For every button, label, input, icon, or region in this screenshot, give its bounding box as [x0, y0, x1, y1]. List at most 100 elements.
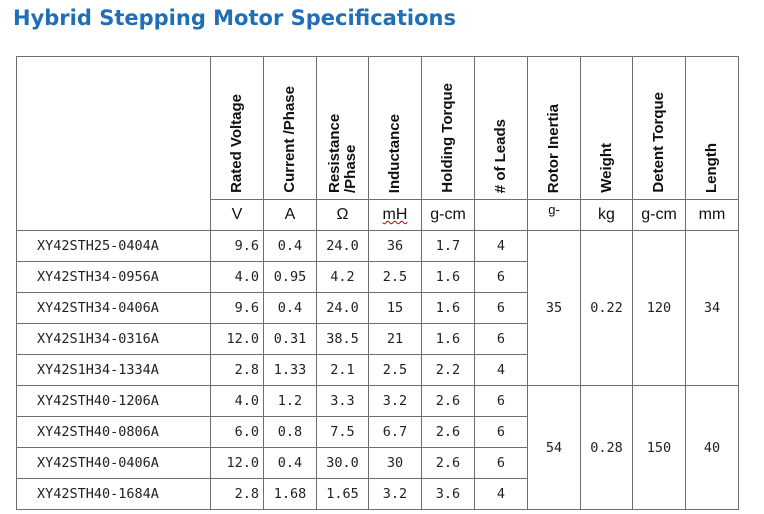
- model-cell: XY42STH40-0806A: [16, 416, 211, 448]
- page-title: Hybrid Stepping Motor Specifications: [13, 6, 456, 30]
- header-length: Length: [685, 56, 739, 200]
- header-holding-torque: Holding Torque: [421, 56, 475, 200]
- spec-table: Rated Voltage Current /Phase Resistance …: [16, 56, 739, 510]
- unit-cell: [474, 199, 528, 231]
- current-cell: 0.31: [263, 323, 317, 355]
- leads-cell: 4: [474, 478, 528, 510]
- header-rotor-inertia: Rotor Inertia: [527, 56, 581, 200]
- model-cell: XY42STH34-0956A: [16, 261, 211, 293]
- leads-cell: 6: [474, 416, 528, 448]
- torque-cell: 2.6: [421, 385, 475, 417]
- table-row: XY42S1H34-0316A 12.0 0.31 38.5 21 1.6 6: [16, 323, 739, 355]
- resistance-cell: 38.5: [316, 323, 369, 355]
- rotor-inertia-cell: 35: [527, 230, 581, 386]
- voltage-cell: 12.0: [210, 447, 264, 479]
- leads-cell: 6: [474, 292, 528, 324]
- unit-cell: V: [210, 199, 264, 231]
- resistance-cell: 2.1: [316, 354, 369, 386]
- voltage-cell: 4.0: [210, 261, 264, 293]
- table-row: XY42STH25-0404A 9.6 0.4 24.0 36 1.7 4 35…: [16, 230, 739, 386]
- units-row: V A Ω mH g-cm g- kg g-cm mm: [17, 199, 739, 231]
- current-cell: 0.95: [263, 261, 317, 293]
- current-cell: 0.4: [263, 292, 317, 324]
- weight-cell: 0.28: [580, 385, 633, 510]
- torque-cell: 2.2: [421, 354, 475, 386]
- detent-torque-cell: 120: [632, 230, 686, 386]
- current-cell: 0.4: [263, 447, 317, 479]
- model-cell: XY42S1H34-0316A: [16, 323, 211, 355]
- inductance-cell: 21: [368, 323, 422, 355]
- header-label: Current /Phase: [281, 86, 299, 193]
- weight-cell: 0.22: [580, 230, 633, 386]
- inductance-cell: 2.5: [368, 354, 422, 386]
- model-cell: XY42S1H34-1334A: [16, 354, 211, 386]
- voltage-cell: 2.8: [210, 354, 264, 386]
- resistance-cell: 24.0: [316, 230, 369, 262]
- table-row: XY42STH40-1206A 4.0 1.2 3.3 3.2 2.6 6 54…: [16, 385, 739, 510]
- header-inductance: Inductance: [368, 56, 422, 200]
- voltage-cell: 9.6: [210, 292, 264, 324]
- header-detent-torque: Detent Torque: [632, 56, 686, 200]
- unit-cell: g-: [527, 199, 581, 231]
- model-header: [16, 56, 211, 231]
- header-label: Rated Voltage: [228, 94, 246, 193]
- leads-cell: 4: [474, 230, 528, 262]
- rotor-inertia-cell: 54: [527, 385, 581, 510]
- inductance-cell: 2.5: [368, 261, 422, 293]
- detent-torque-cell: 150: [632, 385, 686, 510]
- header-resistance-phase: Resistance /Phase: [316, 56, 369, 200]
- resistance-cell: 24.0: [316, 292, 369, 324]
- model-cell: XY42STH40-1206A: [16, 385, 211, 417]
- model-cell: XY42STH25-0404A: [16, 230, 211, 262]
- resistance-cell: 30.0: [316, 447, 369, 479]
- inductance-cell: 15: [368, 292, 422, 324]
- torque-cell: 1.6: [421, 261, 475, 293]
- inductance-cell: 6.7: [368, 416, 422, 448]
- table-row: XY42STH40-0806A 6.0 0.8 7.5 6.7 2.6 6: [16, 416, 739, 448]
- current-cell: 1.2: [263, 385, 317, 417]
- inductance-cell: 3.2: [368, 478, 422, 510]
- header-rated-voltage: Rated Voltage: [210, 56, 264, 200]
- header-weight: Weight: [580, 56, 633, 200]
- unit-cell: g-cm: [632, 199, 686, 231]
- unit-cell: kg: [580, 199, 633, 231]
- current-cell: 0.8: [263, 416, 317, 448]
- model-cell: XY42STH40-1684A: [16, 478, 211, 510]
- header-label: Resistance /Phase: [325, 113, 359, 193]
- header-label: # of Leads: [492, 118, 510, 193]
- current-cell: 1.68: [263, 478, 317, 510]
- leads-cell: 6: [474, 261, 528, 293]
- torque-cell: 1.7: [421, 230, 475, 262]
- current-cell: 1.33: [263, 354, 317, 386]
- unit-cell: mH: [368, 199, 422, 231]
- table-row: XY42STH34-0406A 9.6 0.4 24.0 15 1.6 6: [16, 292, 739, 324]
- header-label: Weight: [597, 143, 615, 193]
- header-current-phase: Current /Phase: [263, 56, 317, 200]
- table-row: XY42STH40-1684A 2.8 1.68 1.65 3.2 3.6 4: [16, 478, 739, 510]
- torque-cell: 1.6: [421, 292, 475, 324]
- header-label: Length: [703, 143, 721, 193]
- voltage-cell: 12.0: [210, 323, 264, 355]
- voltage-cell: 9.6: [210, 230, 264, 262]
- torque-cell: 2.6: [421, 416, 475, 448]
- header-label: Rotor Inertia: [545, 103, 563, 193]
- inductance-cell: 30: [368, 447, 422, 479]
- current-cell: 0.4: [263, 230, 317, 262]
- voltage-cell: 2.8: [210, 478, 264, 510]
- table-row: XY42STH40-0406A 12.0 0.4 30.0 30 2.6 6: [16, 447, 739, 479]
- resistance-cell: 1.65: [316, 478, 369, 510]
- leads-cell: 6: [474, 323, 528, 355]
- header-label: Holding Torque: [439, 83, 457, 193]
- voltage-cell: 6.0: [210, 416, 264, 448]
- unit-cell: mm: [685, 199, 739, 231]
- table-row: XY42STH34-0956A 4.0 0.95 4.2 2.5 1.6 6: [16, 261, 739, 293]
- table-row: XY42S1H34-1334A 2.8 1.33 2.1 2.5 2.2 4: [16, 354, 739, 386]
- length-cell: 40: [685, 385, 739, 510]
- unit-cell: A: [263, 199, 317, 231]
- model-cell: XY42STH34-0406A: [16, 292, 211, 324]
- torque-cell: 1.6: [421, 323, 475, 355]
- inductance-cell: 3.2: [368, 385, 422, 417]
- leads-cell: 6: [474, 385, 528, 417]
- header-label: Detent Torque: [650, 92, 668, 193]
- model-cell: XY42STH40-0406A: [16, 447, 211, 479]
